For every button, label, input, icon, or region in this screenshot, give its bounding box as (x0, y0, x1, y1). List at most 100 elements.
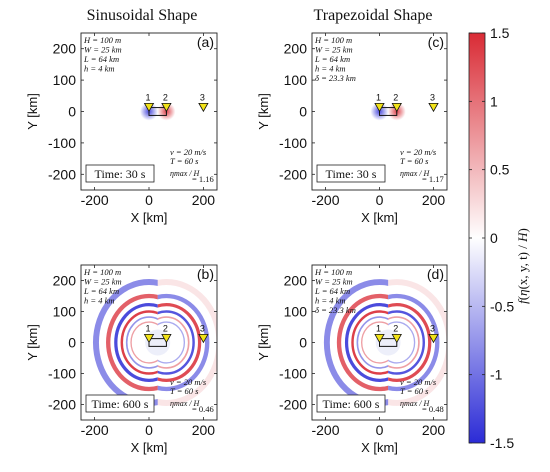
colorbar-tick-label: 1.5 (490, 25, 510, 41)
wave-field-west (323, 279, 389, 406)
y-tick-label: -100 (279, 366, 307, 382)
y-tick-label: 100 (53, 72, 77, 88)
colorbar-tick-label: -1 (490, 367, 503, 383)
station-marker (143, 102, 155, 113)
wave-ring (388, 310, 425, 375)
ratio-value: = 0.46 (192, 404, 214, 414)
wave-ring (351, 310, 389, 375)
panel-c: 1 2 3 -200 0 200 -200 -100 0 100 200 X [km] Y [km] (c… (256, 32, 448, 225)
parameter-line: L = 64 km (314, 286, 350, 296)
parameter-line: W = 25 km (84, 45, 122, 55)
x-tick-label: -200 (81, 422, 109, 438)
y-tick-label: 100 (284, 304, 308, 320)
y-tick-label: -100 (279, 135, 307, 151)
time-box: Time: 30 s (316, 164, 386, 183)
column-title-2: Trapezoidal Shape (314, 7, 433, 24)
time-box-frame (85, 164, 155, 183)
parameter-line: T = 60 s (170, 156, 199, 166)
parameter-line: δ = 23.3 km (315, 73, 356, 83)
wave-ring (388, 303, 432, 382)
wave-ring (388, 316, 420, 369)
panel-letter: (a) (197, 34, 214, 50)
time-box-frame (316, 164, 386, 183)
station-marker (198, 334, 209, 344)
y-tick-label: 100 (284, 72, 308, 88)
y-axis-label: Y [km] (25, 93, 40, 130)
time-box: Time: 30 s (85, 164, 155, 183)
parameter-line: H = 100 m (314, 35, 352, 45)
y-tick-label: 100 (53, 304, 77, 320)
parameter-line: h = 4 km (84, 64, 115, 74)
wave-ring (336, 293, 389, 392)
parameter-line: v = 20 m/s (400, 377, 437, 387)
x-tick-label: 0 (376, 192, 384, 208)
parameter-line: W = 25 km (315, 277, 353, 287)
y-tick-label: -100 (48, 135, 76, 151)
station-marker (161, 102, 172, 113)
ratio-value: = 0.48 (422, 404, 444, 414)
x-tick-label: 200 (422, 192, 446, 208)
wave-ring (157, 293, 210, 392)
x-axis-label: X [km] (131, 210, 168, 225)
time-box: Time: 600 s (85, 394, 155, 413)
ratio-label: ηmax / H (400, 399, 431, 408)
colorbar: 1.5 1 0.5 0 -0.5 -1 -1.5 f(η(x, y, t) / H) (468, 25, 530, 451)
parameter-line: h = 4 km (315, 64, 346, 74)
panel-a: 1 2 3 -200 0 200 -200 -100 0 100 200 X [km] Y [km] (a… (25, 32, 218, 225)
x-tick-label: -200 (311, 192, 339, 208)
wave-ring (388, 279, 447, 406)
station-label: 1 (145, 323, 150, 333)
y-tick-label: 200 (284, 41, 308, 57)
y-tick-label: 0 (299, 335, 307, 351)
parameter-line: H = 100 m (83, 35, 121, 45)
y-tick-label: 0 (299, 104, 307, 120)
station-marker (161, 334, 172, 344)
y-tick-label: 200 (53, 273, 77, 289)
station-label: 1 (376, 323, 381, 333)
station-marker (391, 102, 402, 113)
parameter-line: δ = 23.3 km (315, 305, 356, 315)
station-label: 1 (145, 92, 150, 102)
y-tick-label: 200 (53, 41, 77, 57)
x-tick-label: 0 (376, 422, 384, 438)
y-tick-label: 0 (68, 104, 76, 120)
parameter-line: h = 4 km (84, 296, 115, 306)
station-label: 2 (393, 92, 398, 102)
station-label: 3 (430, 323, 435, 333)
colorbar-tick-label: -1.5 (490, 435, 514, 451)
y-axis-label: Y [km] (256, 324, 271, 361)
station-label: 3 (430, 92, 435, 102)
ratio-label: ηmax / H (170, 169, 201, 178)
panel-b: 1 2 3 -200 0 200 -200 -100 0 100 200 X [km] Y [km] (b… (25, 264, 218, 455)
x-tick-label: -200 (311, 422, 339, 438)
parameter-line: v = 20 m/s (170, 377, 207, 387)
y-tick-label: 0 (68, 335, 76, 351)
wave-ring (157, 310, 195, 375)
x-tick-label: 0 (145, 422, 153, 438)
time-label: Time: 600 s (323, 397, 380, 411)
column-title-1: Sinusoidal Shape (87, 7, 198, 24)
colorbar-tick-label: 0 (490, 230, 498, 246)
wave-ring (157, 321, 186, 364)
x-axis-label: X [km] (361, 210, 398, 225)
wave-ring (157, 316, 190, 369)
y-tick-label: -200 (48, 166, 76, 182)
wave-ring (130, 321, 158, 364)
station-marker (143, 334, 155, 344)
station-marker (198, 102, 209, 113)
x-tick-label: 0 (145, 192, 153, 208)
station-label: 1 (376, 92, 381, 102)
station-label: 2 (163, 92, 168, 102)
colorbar-tick-label: 0.5 (490, 162, 510, 178)
y-tick-label: 200 (284, 273, 308, 289)
parameter-line: H = 100 m (83, 267, 121, 277)
parameter-line: T = 60 s (170, 386, 199, 396)
wave-ring (361, 321, 389, 364)
y-axis-label: Y [km] (25, 324, 40, 361)
x-tick-label: 200 (422, 422, 446, 438)
parameter-line: H = 100 m (314, 267, 352, 277)
wave-ring (120, 310, 158, 375)
y-tick-label: -200 (279, 166, 307, 182)
time-box: Time: 600 s (316, 394, 386, 413)
